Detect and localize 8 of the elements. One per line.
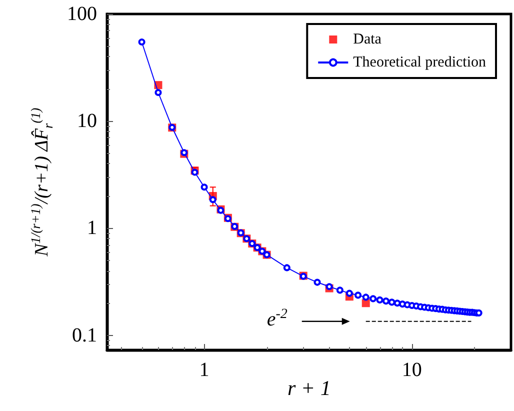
legend-label: Theoretical prediction (353, 54, 486, 70)
y-tick-label: 1 (87, 217, 97, 240)
y-tick-label: 10 (77, 110, 97, 132)
annotation: e$^{-2}$ (266, 306, 288, 332)
legend-label: Data (353, 32, 382, 48)
y-tick-label: 100 (67, 3, 97, 25)
x-axis-title: r + 1 (288, 376, 331, 401)
y-tick-label: 0.1 (72, 324, 97, 346)
